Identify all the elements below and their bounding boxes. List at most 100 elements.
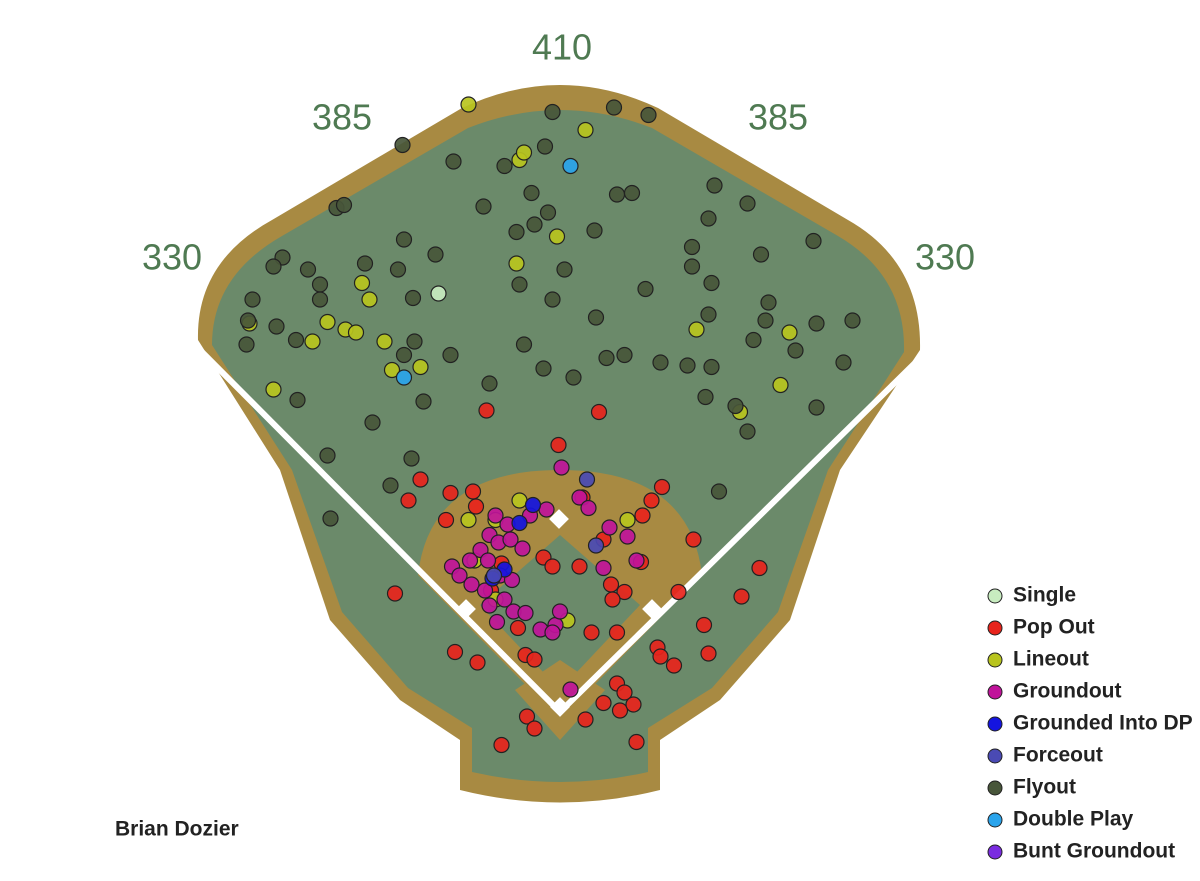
- hit-point: [361, 291, 378, 308]
- hit-point: [787, 342, 804, 359]
- legend-swatch: [987, 620, 1003, 636]
- hit-point: [382, 477, 399, 494]
- hit-point: [695, 616, 713, 634]
- hit-point: [733, 588, 750, 605]
- hit-point: [595, 694, 612, 712]
- hit-point: [757, 312, 774, 329]
- first-base: [642, 599, 662, 619]
- foul-line: [197, 347, 563, 715]
- hit-point: [805, 232, 822, 250]
- distance-label: 330: [142, 237, 202, 278]
- hit-point: [808, 315, 825, 332]
- hit-point: [304, 333, 321, 350]
- hit-point: [590, 403, 608, 421]
- hit-point: [616, 346, 633, 364]
- hit-point: [616, 583, 633, 601]
- hit-point: [514, 540, 531, 557]
- hit-point: [781, 324, 798, 341]
- hit-point: [745, 331, 762, 349]
- hit-point: [445, 153, 462, 170]
- hit-point: [299, 261, 317, 278]
- hit-point: [685, 531, 702, 548]
- hit-point: [605, 99, 623, 116]
- hit-point: [616, 684, 633, 701]
- hit-point: [395, 346, 413, 364]
- home-plate: [550, 697, 570, 717]
- hit-point: [485, 567, 503, 584]
- hit-point: [389, 261, 407, 278]
- hit-point: [835, 354, 852, 371]
- legend-label: Double Play: [1013, 808, 1134, 831]
- hit-point: [562, 157, 579, 175]
- legend-swatch: [987, 812, 1003, 828]
- hit-point: [412, 471, 429, 488]
- foul-line: [557, 357, 921, 715]
- hit-point: [652, 354, 669, 371]
- hit-point: [551, 603, 569, 620]
- hit-point: [587, 309, 605, 326]
- hit-point: [517, 604, 534, 622]
- hit-point: [710, 483, 728, 500]
- hit-point: [688, 321, 705, 338]
- hit-point: [347, 324, 365, 341]
- hit-point: [451, 567, 468, 584]
- legend-swatch: [987, 684, 1003, 700]
- hit-point: [727, 397, 744, 415]
- hit-point: [415, 393, 432, 410]
- hit-point: [598, 349, 615, 367]
- hit-point: [700, 645, 717, 662]
- hit-point: [571, 489, 588, 506]
- hit-point: [442, 346, 459, 364]
- hit-point: [703, 358, 720, 376]
- hit-point: [403, 450, 420, 467]
- hit-point: [550, 436, 567, 454]
- hit-point: [289, 391, 306, 409]
- hit-point: [265, 381, 282, 398]
- legend: Single Pop Out Lineout Groundout Grounded In…: [987, 584, 1193, 863]
- hit-point: [523, 184, 540, 202]
- hit-point: [643, 492, 660, 509]
- hit-point: [353, 274, 371, 292]
- hit-point: [611, 702, 629, 719]
- legend-label: Pop Out: [1013, 616, 1095, 639]
- hit-point: [587, 537, 605, 554]
- hit-point: [238, 336, 255, 353]
- hit-point: [478, 402, 495, 419]
- hit-point: [544, 291, 561, 308]
- hit-point: [752, 246, 770, 263]
- hit-point: [524, 496, 542, 514]
- legend-label: Lineout: [1013, 648, 1089, 671]
- hit-point: [739, 195, 756, 212]
- hit-point: [703, 274, 720, 292]
- hit-point: [577, 121, 594, 139]
- hit-point: [544, 103, 561, 121]
- hit-point: [287, 331, 305, 349]
- hit-point: [511, 492, 528, 509]
- hit-point: [625, 696, 642, 713]
- hit-point: [442, 484, 459, 502]
- hit-point: [538, 501, 555, 518]
- hit-point: [481, 597, 498, 614]
- hit-point: [700, 210, 717, 227]
- hit-point: [808, 399, 825, 416]
- hit-point: [508, 223, 525, 241]
- hit-point: [481, 375, 498, 392]
- third-base: [456, 599, 476, 619]
- hit-point: [623, 184, 641, 202]
- hit-point: [544, 624, 561, 641]
- hit-point: [739, 423, 756, 440]
- hit-point: [493, 736, 510, 754]
- hit-point: [518, 708, 536, 725]
- hit-point: [430, 285, 447, 302]
- hit-point: [395, 369, 413, 386]
- hit-point: [640, 106, 657, 124]
- legend-swatch: [987, 780, 1003, 796]
- hit-point: [511, 514, 528, 532]
- hit-point: [619, 511, 636, 529]
- distance-label: 385: [312, 97, 372, 138]
- hit-point: [577, 711, 594, 728]
- hit-point: [488, 613, 506, 631]
- hit-point: [634, 507, 651, 524]
- hit-point: [412, 358, 429, 376]
- hit-point: [536, 138, 554, 155]
